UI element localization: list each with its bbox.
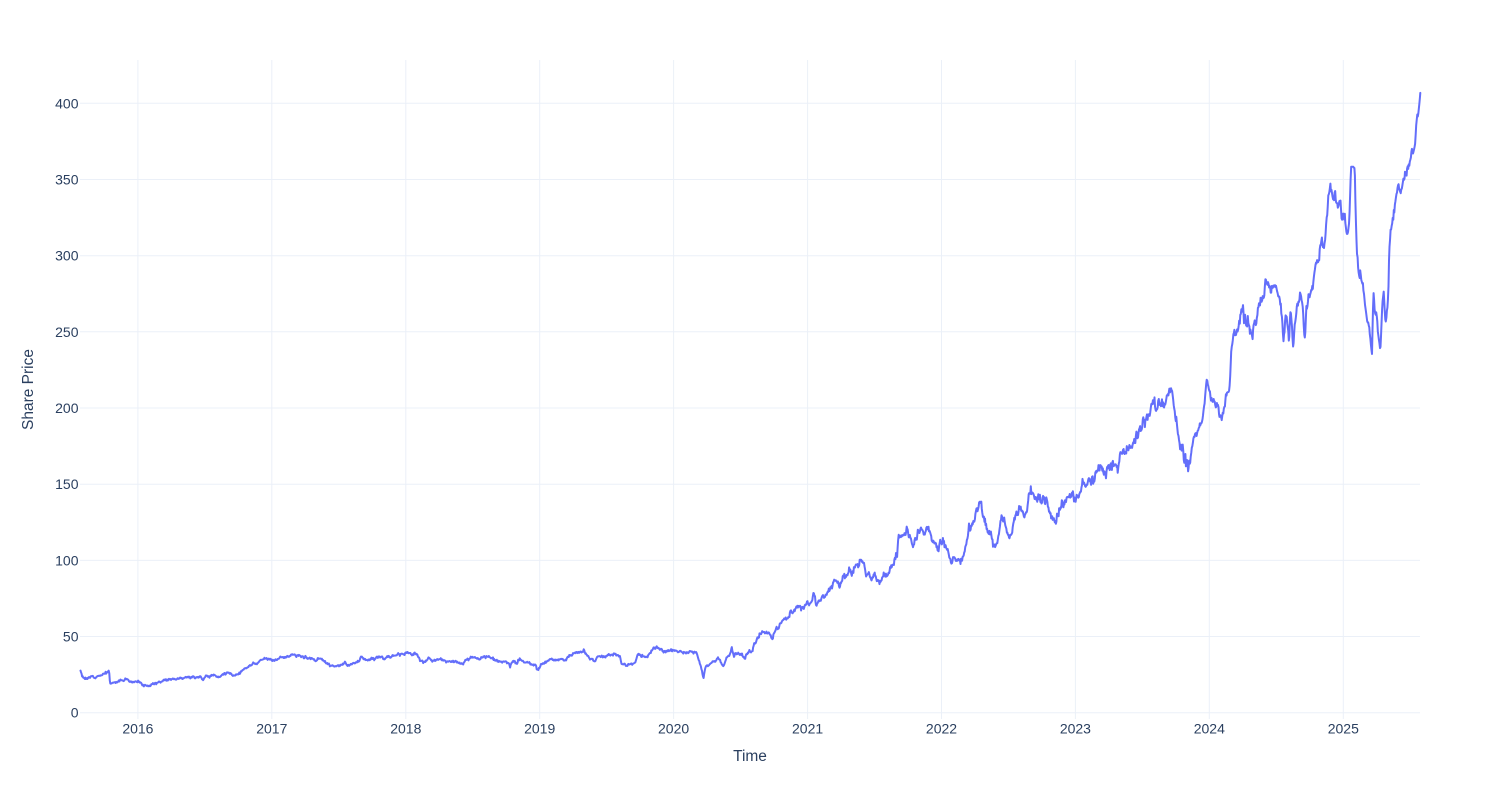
svg-text:Share Price: Share Price xyxy=(20,349,37,430)
svg-text:2020: 2020 xyxy=(658,721,689,737)
svg-text:100: 100 xyxy=(55,552,79,568)
svg-text:2025: 2025 xyxy=(1328,721,1359,737)
svg-text:2016: 2016 xyxy=(122,721,153,737)
svg-text:2024: 2024 xyxy=(1194,721,1225,737)
svg-text:2021: 2021 xyxy=(792,721,823,737)
svg-text:2017: 2017 xyxy=(256,721,287,737)
svg-text:150: 150 xyxy=(55,476,79,492)
svg-text:50: 50 xyxy=(63,629,79,645)
svg-text:200: 200 xyxy=(55,400,79,416)
svg-text:250: 250 xyxy=(55,324,79,340)
svg-text:0: 0 xyxy=(71,705,79,721)
svg-text:400: 400 xyxy=(55,95,79,111)
svg-text:Time: Time xyxy=(733,748,767,765)
svg-text:2018: 2018 xyxy=(390,721,421,737)
svg-text:2022: 2022 xyxy=(926,721,957,737)
svg-text:300: 300 xyxy=(55,248,79,264)
svg-text:2023: 2023 xyxy=(1060,721,1091,737)
svg-text:2019: 2019 xyxy=(524,721,555,737)
svg-text:350: 350 xyxy=(55,172,79,188)
